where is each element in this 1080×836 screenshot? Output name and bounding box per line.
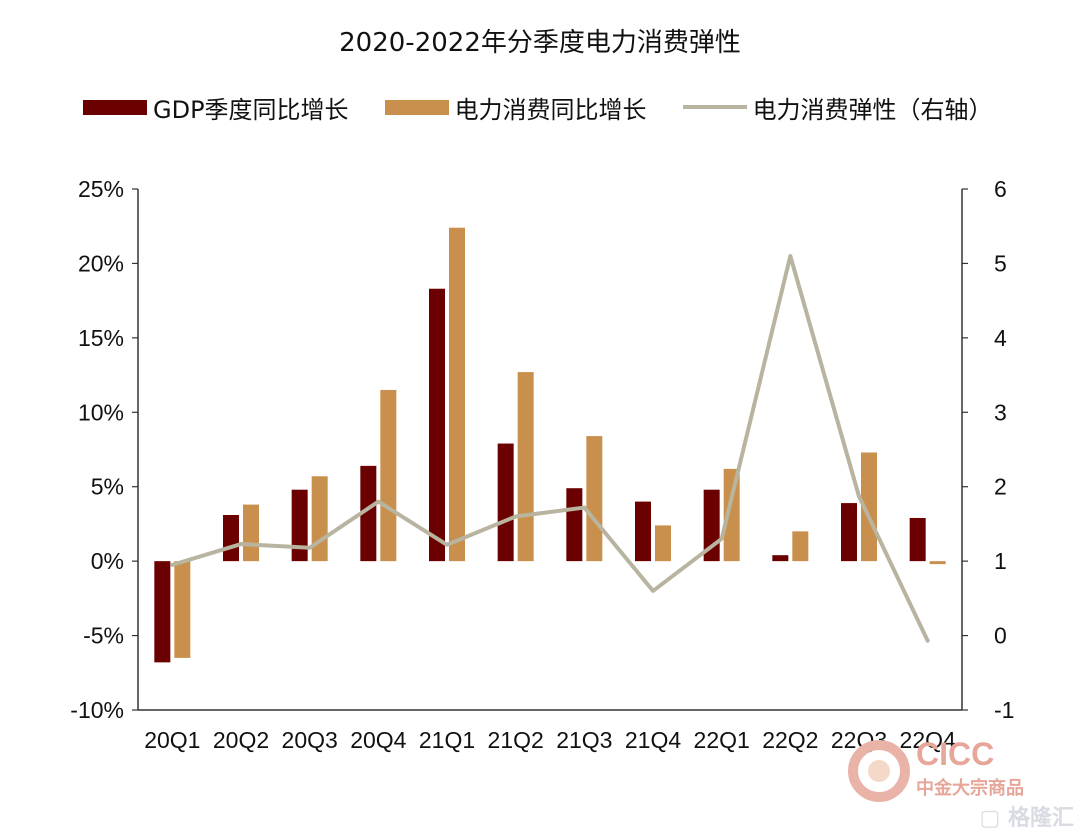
- legend-line-elasticity: [682, 105, 747, 109]
- right-tick-label: 0: [994, 623, 1007, 649]
- chart-legend: GDP季度同比增长 电力消费同比增长 电力消费弹性（右轴）: [83, 90, 993, 125]
- bar-power: [929, 561, 946, 565]
- logo-ring-icon: [848, 740, 910, 802]
- bar-gdp: [429, 288, 445, 562]
- bar-gdp: [635, 501, 651, 562]
- category-label: 20Q2: [213, 727, 269, 753]
- left-tick-label: 15%: [78, 325, 124, 351]
- bar-power: [723, 468, 740, 562]
- logo-text: CICC: [916, 736, 995, 772]
- left-tick-label: 10%: [78, 399, 124, 425]
- bar-gdp: [772, 555, 789, 562]
- right-tick-label: 5: [994, 250, 1007, 276]
- category-label: 22Q2: [762, 727, 818, 753]
- legend-swatch-power: [384, 99, 449, 115]
- left-tick-label: -5%: [83, 623, 124, 649]
- bar-gdp: [909, 517, 926, 562]
- bar-gdp: [154, 561, 171, 663]
- bar-power: [861, 452, 877, 562]
- right-tick-label: 6: [994, 176, 1007, 202]
- watermark: ▢ 格隆汇: [980, 800, 1074, 832]
- bar-gdp: [841, 503, 857, 562]
- legend-label-elasticity: 电力消费弹性（右轴）: [752, 95, 993, 124]
- left-tick-label: 20%: [78, 250, 124, 276]
- bar-gdp: [360, 465, 377, 562]
- left-tick-label: -10%: [70, 697, 124, 723]
- category-label: 21Q2: [488, 727, 544, 753]
- chart-title: 2020-2022年分季度电力消费弹性: [339, 28, 741, 58]
- legend-swatch-gdp: [83, 99, 147, 115]
- bar-power: [792, 531, 809, 562]
- bar-power: [586, 436, 603, 562]
- left-tick-label: 0%: [91, 548, 124, 574]
- right-tick-label: 3: [994, 399, 1007, 425]
- watermark-g-icon: ▢: [979, 806, 1001, 831]
- bar-power: [311, 476, 328, 562]
- bar-power: [449, 227, 465, 562]
- category-label: 20Q4: [350, 727, 406, 753]
- legend-item-elasticity: 电力消费弹性（右轴）: [682, 90, 993, 125]
- right-tick-label: 1: [994, 548, 1007, 574]
- line-elasticity: [170, 253, 930, 643]
- bar-power: [380, 389, 397, 562]
- legend-item-power: 电力消费同比增长: [384, 90, 647, 125]
- logo-subtext: 中金大宗商品: [916, 778, 1024, 799]
- legend-item-gdp: GDP季度同比增长: [83, 90, 349, 125]
- bar-power: [174, 561, 191, 658]
- bar-power: [655, 525, 671, 562]
- category-label: 20Q1: [144, 727, 200, 753]
- bar-gdp: [497, 443, 514, 562]
- bar-gdp: [291, 489, 308, 562]
- left-tick-label: 5%: [91, 474, 124, 500]
- right-tick-label: 2: [994, 474, 1007, 500]
- category-label: 21Q4: [625, 727, 681, 753]
- legend-label-power: 电力消费同比增长: [454, 95, 647, 124]
- bar-gdp: [223, 514, 239, 562]
- category-label: 22Q4: [900, 727, 956, 753]
- bar-gdp: [566, 488, 583, 562]
- left-tick-label: 25%: [78, 176, 124, 202]
- right-tick-label: -1: [994, 697, 1014, 723]
- legend-label-gdp: GDP季度同比增长: [153, 95, 349, 124]
- bar-power: [517, 372, 534, 562]
- category-label: 21Q1: [419, 727, 475, 753]
- category-label: 20Q3: [282, 727, 338, 753]
- watermark-text: 格隆汇: [1007, 806, 1074, 831]
- bar-power: [243, 504, 259, 562]
- right-tick-label: 4: [994, 325, 1007, 351]
- category-label: 22Q1: [694, 727, 750, 753]
- cicc-logo: CICC 中金大宗商品: [848, 736, 1058, 816]
- category-label: 21Q3: [556, 727, 612, 753]
